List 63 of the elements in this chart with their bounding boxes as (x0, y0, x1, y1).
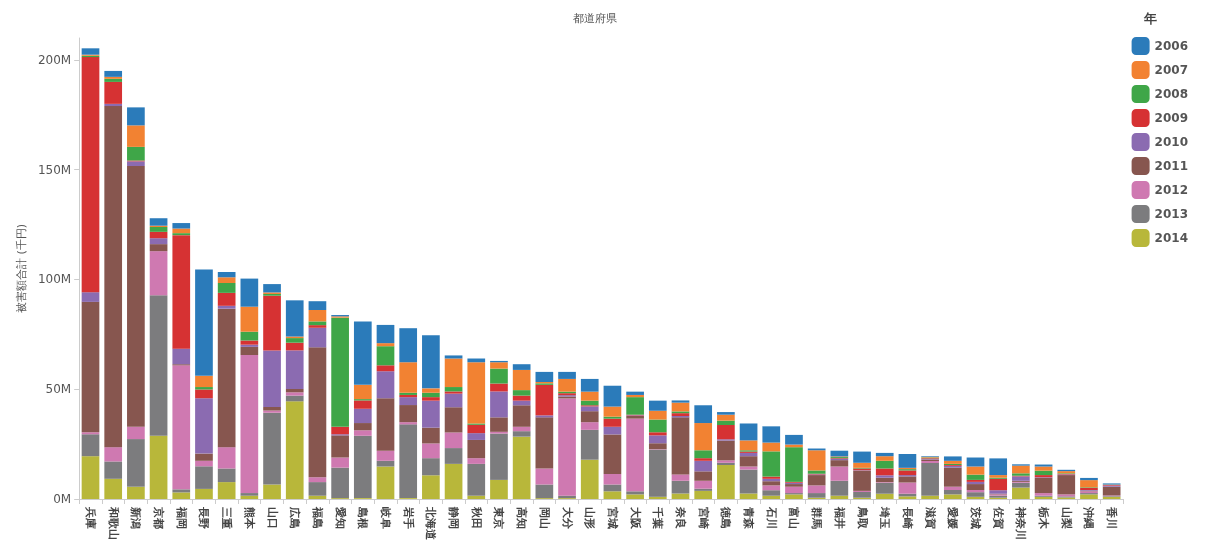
legend-label: 2006 (1154, 39, 1189, 53)
x-tick-label: 京都 (152, 506, 166, 529)
x-tick-label: 岩手 (401, 506, 415, 529)
legend-label: 2008 (1154, 87, 1189, 101)
x-tick-label: 静岡 (447, 506, 461, 529)
x-tick-label: 滋賀 (923, 506, 937, 529)
x-tick-label: 群馬 (810, 506, 824, 529)
y-tick-label: 50M (45, 382, 72, 397)
legend-label: 2014 (1154, 231, 1189, 245)
x-tick-label: 奈良 (674, 506, 687, 529)
legend-label: 2013 (1154, 207, 1189, 221)
x-axis-title: 都道府県 (573, 12, 617, 25)
legend-label: 2007 (1154, 63, 1189, 77)
y-tick-label: 200M (37, 52, 72, 67)
y-axis-title: 被害額合計 (千円) (15, 223, 28, 314)
x-tick-label: 和歌山 (106, 506, 120, 540)
x-tick-label: 福島 (310, 506, 324, 529)
legend-label: 2012 (1154, 183, 1189, 197)
x-tick-label: 北海道 (424, 506, 438, 541)
x-tick-label: 福井 (832, 506, 846, 529)
x-tick-label: 長野 (197, 506, 211, 529)
x-tick-label: 岐阜 (379, 507, 392, 529)
x-tick-label: 岡山 (537, 507, 551, 529)
x-tick-label: 山梨 (1059, 507, 1073, 529)
x-tick-label: 大阪 (628, 507, 642, 530)
x-tick-label: 三重 (220, 507, 234, 529)
x-tick-label: 埼玉 (878, 506, 892, 529)
x-tick-label: 石川 (764, 506, 778, 529)
x-tick-label: 鳥取 (855, 506, 869, 530)
x-tick-label: 高知 (515, 507, 529, 529)
x-tick-label: 秋田 (469, 506, 483, 529)
legend-title: 年 (1143, 11, 1157, 26)
x-tick-label: 沖縄 (1082, 506, 1096, 529)
x-tick-label: 東京 (492, 506, 506, 529)
x-tick-label: 栃木 (1037, 506, 1051, 530)
x-tick-label: 山形 (583, 507, 597, 529)
x-tick-label: 愛媛 (946, 507, 960, 529)
x-tick-label: 広島 (288, 506, 302, 529)
x-tick-label: 佐賀 (991, 506, 1005, 529)
x-tick-label: 愛知 (333, 507, 347, 529)
legend-label: 2011 (1154, 159, 1189, 173)
x-tick-label: 熊本 (242, 507, 256, 530)
x-tick-label: 大分 (560, 507, 574, 530)
x-tick-label: 富山 (787, 507, 801, 529)
y-tick-label: 150M (37, 162, 72, 177)
x-tick-label: 香川 (1105, 506, 1119, 529)
y-tick-label: 0M (53, 492, 72, 506)
x-tick-label: 宮城 (605, 507, 619, 529)
x-tick-label: 宮崎 (696, 507, 710, 529)
x-tick-label: 神奈川 (1014, 506, 1028, 540)
legend-label: 2009 (1154, 111, 1189, 125)
x-tick-label: 島根 (356, 507, 370, 530)
x-tick-label: 福岡 (174, 506, 188, 529)
x-tick-label: 茨城 (969, 506, 982, 529)
x-tick-label: 新潟 (129, 506, 143, 529)
x-tick-label: 兵庫 (84, 506, 97, 529)
legend-label: 2010 (1154, 135, 1189, 149)
y-tick-label: 100M (37, 272, 72, 287)
x-tick-label: 青森 (742, 506, 756, 530)
x-tick-label: 千葉 (651, 506, 665, 529)
x-tick-label: 山口 (265, 507, 279, 529)
x-tick-label: 徳島 (719, 506, 733, 529)
x-tick-label: 長崎 (900, 506, 914, 529)
